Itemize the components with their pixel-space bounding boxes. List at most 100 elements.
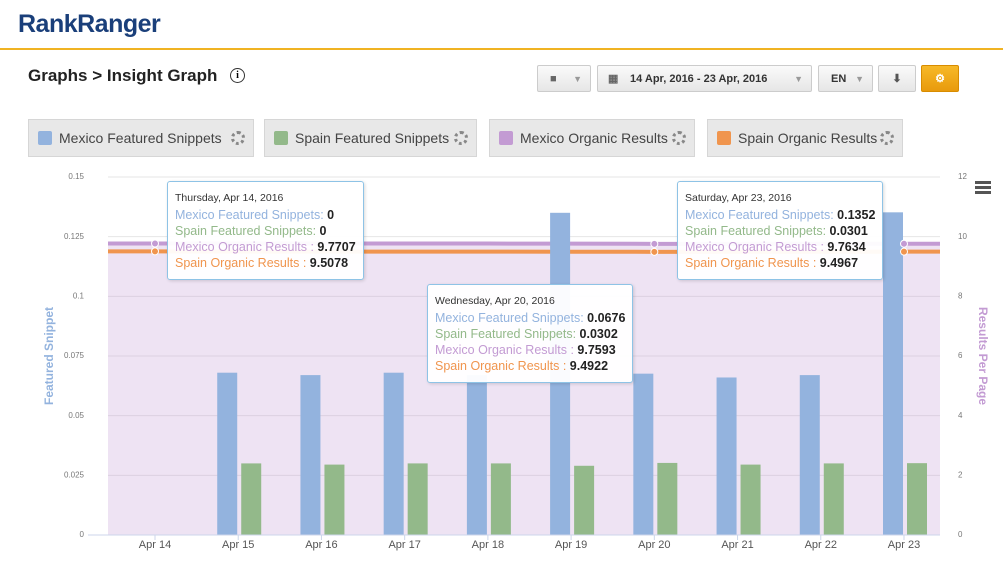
tooltip-series: Spain Featured Snippets	[175, 224, 320, 238]
legend-label: Mexico Featured Snippets	[59, 130, 222, 146]
tooltip-value: 9.4922	[569, 359, 609, 373]
bar	[241, 463, 262, 535]
tooltip-row: Spain Organic Results9.4967	[685, 255, 875, 271]
tooltip-series: Spain Organic Results	[435, 359, 570, 373]
legend-gear[interactable]	[672, 131, 686, 145]
language-select[interactable]: EN ▼	[818, 65, 873, 92]
tooltip-value: 0.0676	[587, 311, 626, 325]
header-rule	[0, 48, 1003, 50]
tooltip-series: Mexico Organic Results	[175, 240, 317, 254]
bar	[633, 373, 654, 535]
legend-label: Spain Organic Results	[738, 130, 878, 146]
x-tick-label: Apr 16	[305, 539, 337, 551]
x-tick-label: Apr 22	[805, 539, 837, 551]
download-button[interactable]: ⬇	[878, 65, 916, 92]
cube-button[interactable]: ■ ▼	[537, 65, 591, 92]
tooltip-series: Spain Organic Results	[175, 256, 310, 270]
bar	[657, 462, 678, 535]
info-icon[interactable]: i	[230, 68, 245, 83]
hover-point	[151, 239, 159, 248]
tooltip: Thursday, Apr 14, 2016 Mexico Featured Sn…	[167, 181, 364, 280]
bar	[300, 375, 321, 535]
tooltip-title: Saturday, Apr 23, 2016	[685, 192, 792, 204]
x-tick-label: Apr 18	[472, 539, 504, 551]
tooltip-value: 0	[327, 208, 335, 222]
tooltip-value: 0.0301	[829, 224, 868, 238]
date-range: 14 Apr, 2016 - 23 Apr, 2016	[630, 73, 768, 85]
legend-item[interactable]: Spain Featured Snippets	[264, 119, 477, 157]
tooltip-value: 9.7593	[577, 343, 616, 357]
tooltip-series: Spain Featured Snippets	[685, 224, 830, 238]
tooltip-value: 9.7634	[827, 240, 866, 254]
y-tick-label: 0.025	[64, 470, 85, 479]
chart-menu[interactable]	[975, 181, 991, 184]
bar	[324, 464, 345, 535]
bar	[883, 212, 903, 535]
x-tick-label: Apr 14	[139, 539, 171, 551]
tooltip-row: Mexico Featured Snippets0	[175, 207, 356, 223]
legend-gear[interactable]	[454, 131, 468, 145]
y-tick-label: 0.075	[64, 351, 85, 360]
legend-item[interactable]: Mexico Organic Results	[489, 119, 695, 157]
x-tick-label: Apr 23	[888, 539, 920, 551]
bar	[799, 375, 820, 535]
tooltip-value: 9.4967	[819, 256, 859, 270]
bar	[907, 463, 927, 535]
tooltip-value: 9.7707	[317, 240, 356, 254]
x-tick-label: Apr 15	[222, 539, 254, 551]
y2-tick-label: 2	[958, 470, 963, 479]
hover-point	[900, 239, 908, 248]
bar	[466, 375, 487, 535]
y2-tick-label: 10	[958, 232, 967, 241]
tooltip-row: Mexico Featured Snippets0.1352	[685, 207, 875, 223]
tooltip-series: Spain Featured Snippets	[435, 327, 580, 341]
date-picker[interactable]: ▦ 14 Apr, 2016 - 23 Apr, 2016 ▼	[597, 65, 812, 92]
x-tick-label: Apr 21	[721, 539, 753, 551]
tooltip-row: Mexico Organic Results9.7634	[685, 239, 875, 255]
tooltip-value: 9.5078	[309, 256, 349, 270]
legend-gear[interactable]	[231, 131, 245, 145]
tooltip-row: Mexico Organic Results9.7593	[435, 342, 625, 358]
y2-axis-title: Results Per Page	[976, 307, 990, 405]
hover-point	[151, 247, 159, 256]
x-tick-label: Apr 20	[638, 539, 670, 551]
tooltip-value: 0.0302	[579, 327, 618, 341]
legend-swatch	[717, 131, 731, 145]
tooltip-title: Wednesday, Apr 20, 2016	[435, 295, 555, 307]
bar	[740, 464, 761, 535]
tooltip-title: Thursday, Apr 14, 2016	[175, 192, 284, 204]
tooltip: Saturday, Apr 23, 2016 Mexico Featured Sn…	[677, 181, 884, 280]
tooltip-row: Spain Featured Snippets0	[175, 223, 356, 239]
tooltip-row: Spain Organic Results9.5078	[175, 255, 356, 271]
legend-swatch	[499, 131, 513, 145]
y-tick-label: 0.125	[64, 232, 85, 241]
y2-tick-label: 4	[958, 411, 963, 420]
settings-button[interactable]: ⚙	[921, 65, 959, 92]
tooltip-value: 0	[319, 224, 327, 238]
y2-tick-label: 0	[958, 530, 963, 539]
tooltip-value: 0.1352	[837, 208, 876, 222]
legend-label: Spain Featured Snippets	[295, 130, 450, 146]
y-tick-label: 0.1	[73, 291, 85, 300]
legend-item[interactable]: Spain Organic Results	[707, 119, 903, 157]
breadcrumb: Graphs > Insight Graph	[28, 66, 218, 85]
tooltip-series: Mexico Organic Results	[435, 343, 577, 357]
x-tick-label: Apr 19	[555, 539, 587, 551]
y-tick-label: 0.15	[68, 172, 84, 181]
y2-tick-label: 12	[958, 172, 967, 181]
bar	[823, 463, 844, 535]
tooltip-row: Spain Featured Snippets0.0301	[685, 223, 875, 239]
tooltip-series: Mexico Featured Snippets	[175, 208, 327, 222]
y-tick-label: 0.05	[68, 411, 84, 420]
tooltip-series: Mexico Featured Snippets	[685, 208, 837, 222]
bar	[490, 463, 511, 535]
tooltip-row: Mexico Featured Snippets0.0676	[435, 310, 625, 326]
logo[interactable]: RankRanger	[18, 10, 161, 38]
tooltip-series: Mexico Organic Results	[685, 240, 827, 254]
legend-item[interactable]: Mexico Featured Snippets	[28, 119, 254, 157]
legend-label: Mexico Organic Results	[520, 130, 668, 146]
legend-gear[interactable]	[880, 131, 894, 145]
legend-swatch	[274, 131, 288, 145]
tooltip-row: Spain Featured Snippets0.0302	[435, 326, 625, 342]
